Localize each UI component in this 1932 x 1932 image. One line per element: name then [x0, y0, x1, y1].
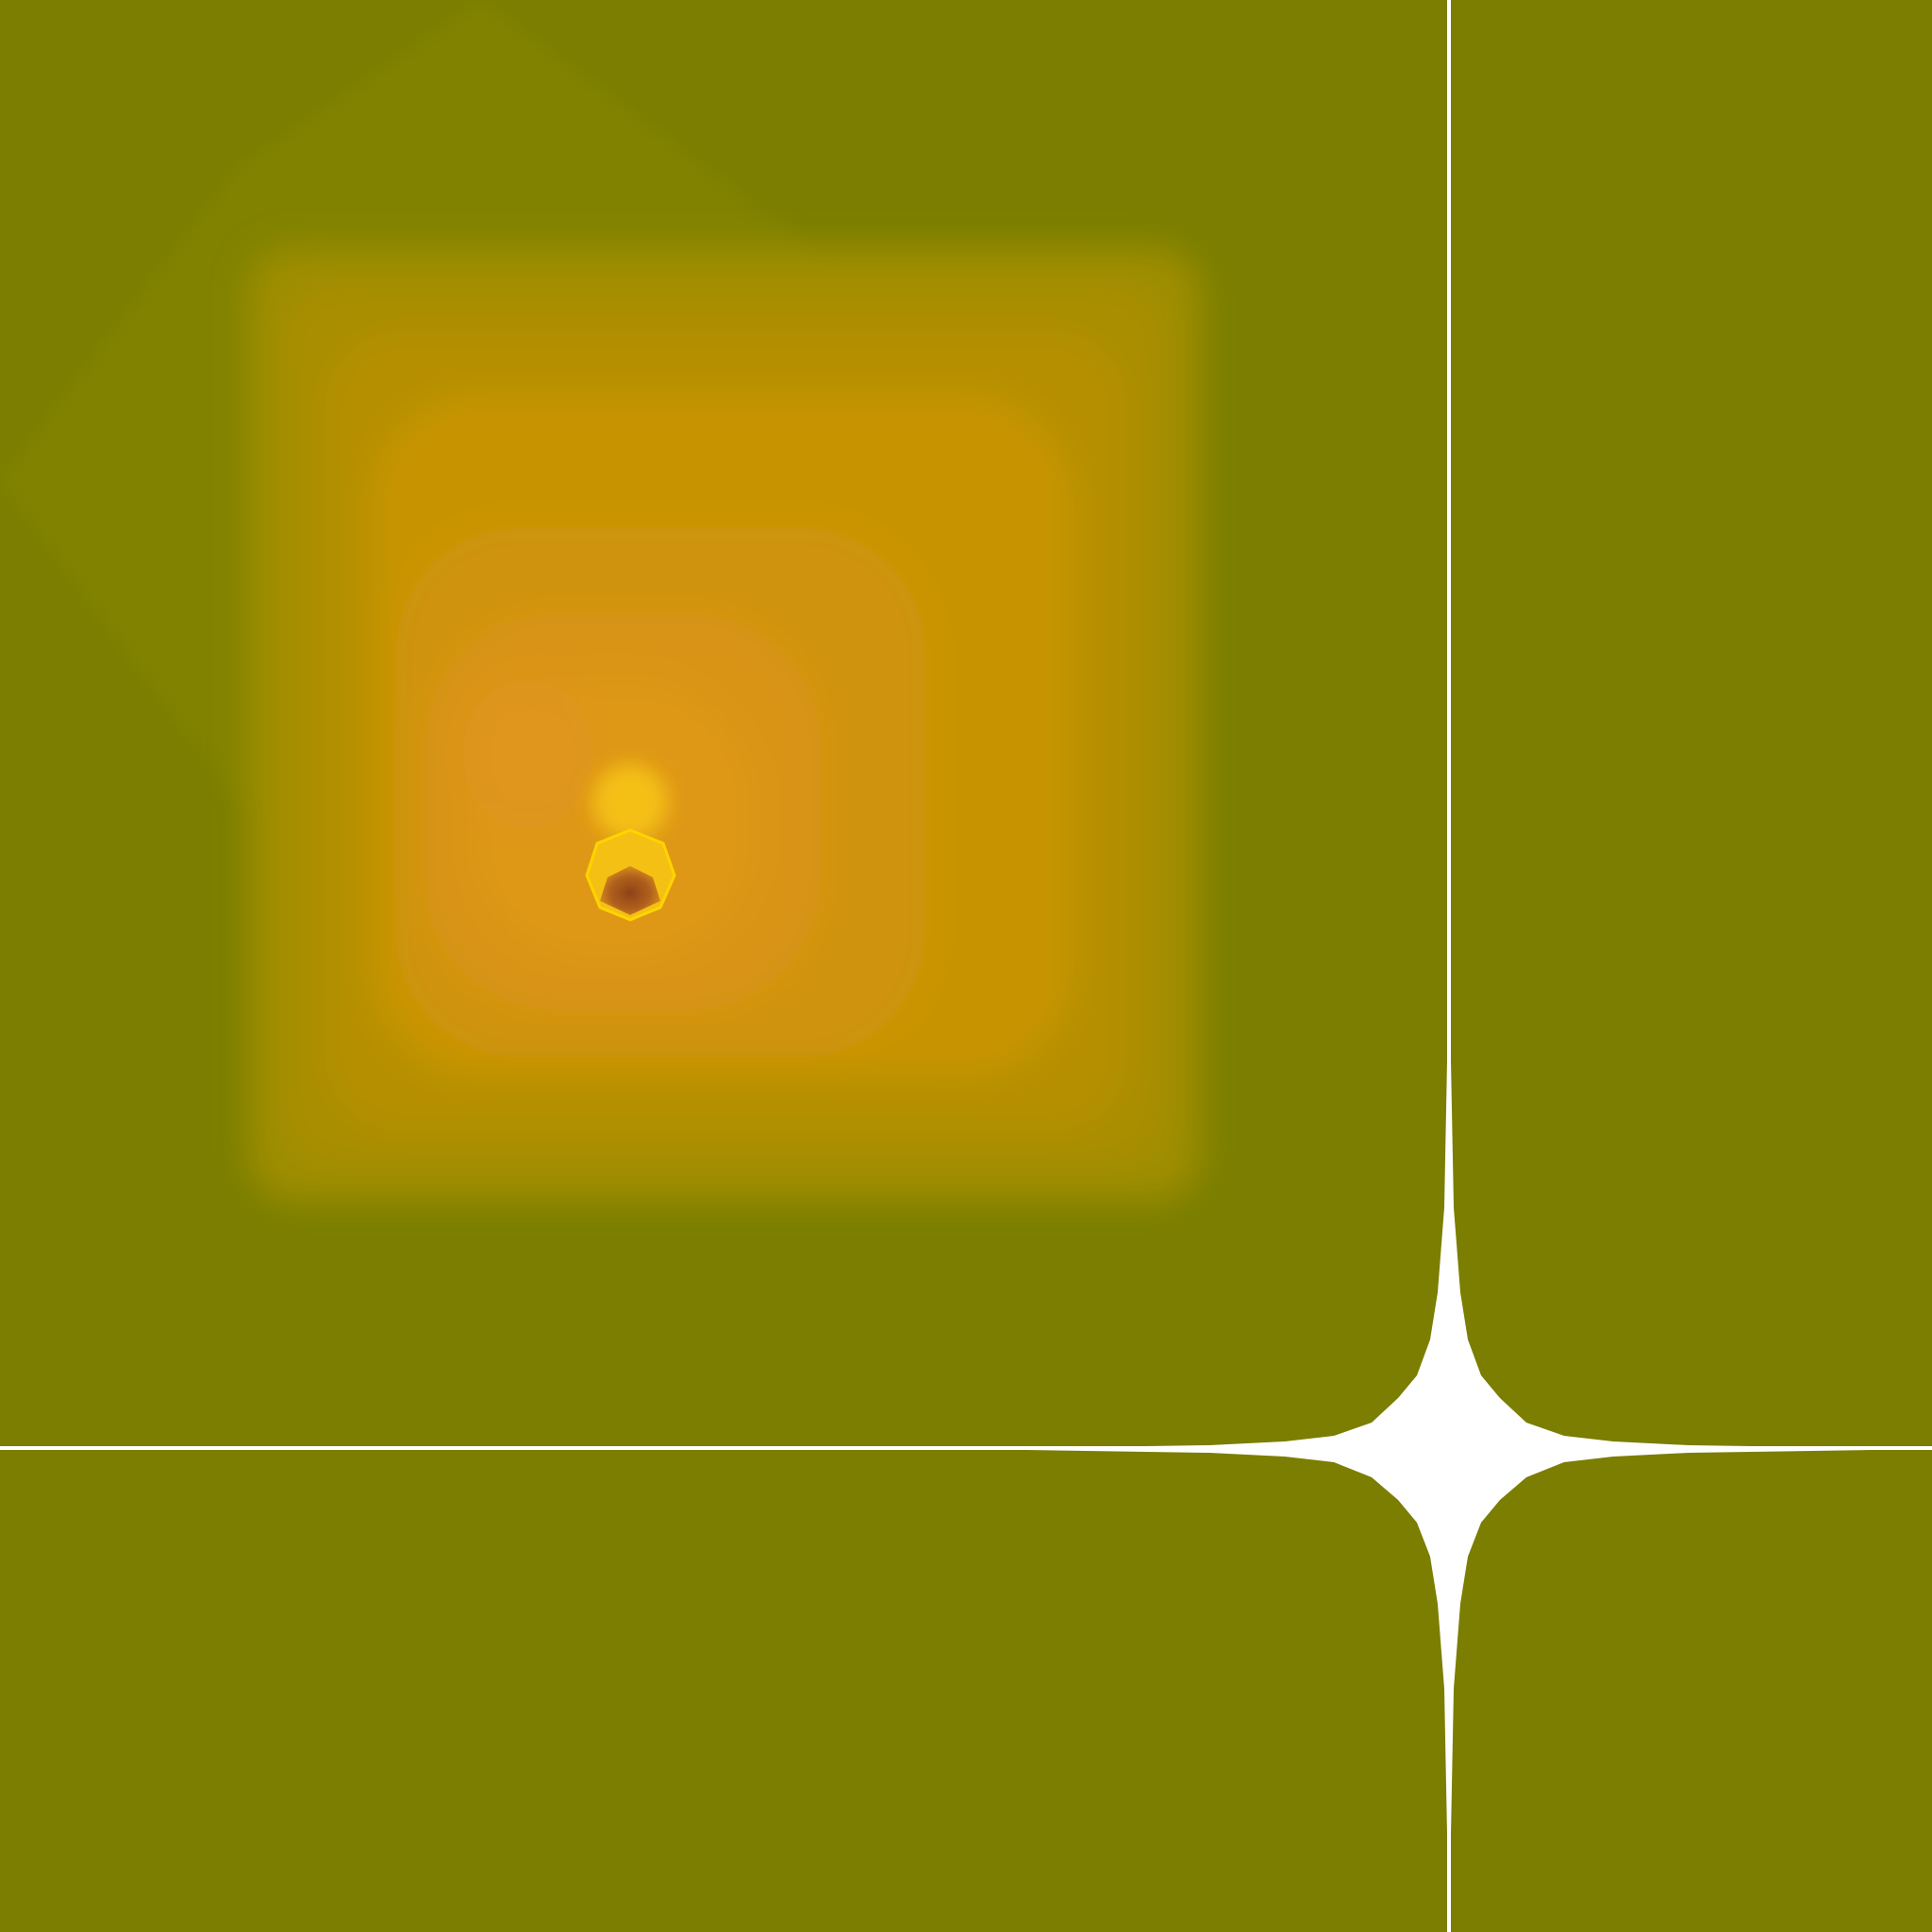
pit-center: [600, 866, 660, 915]
glow-square: [247, 247, 1202, 1202]
bright-halo: [592, 764, 668, 840]
crosshair-horizontal-line: [0, 1446, 1932, 1450]
reticle-star: [966, 962, 1932, 1932]
focus-point: [585, 764, 676, 922]
hot-spot: [462, 679, 594, 830]
